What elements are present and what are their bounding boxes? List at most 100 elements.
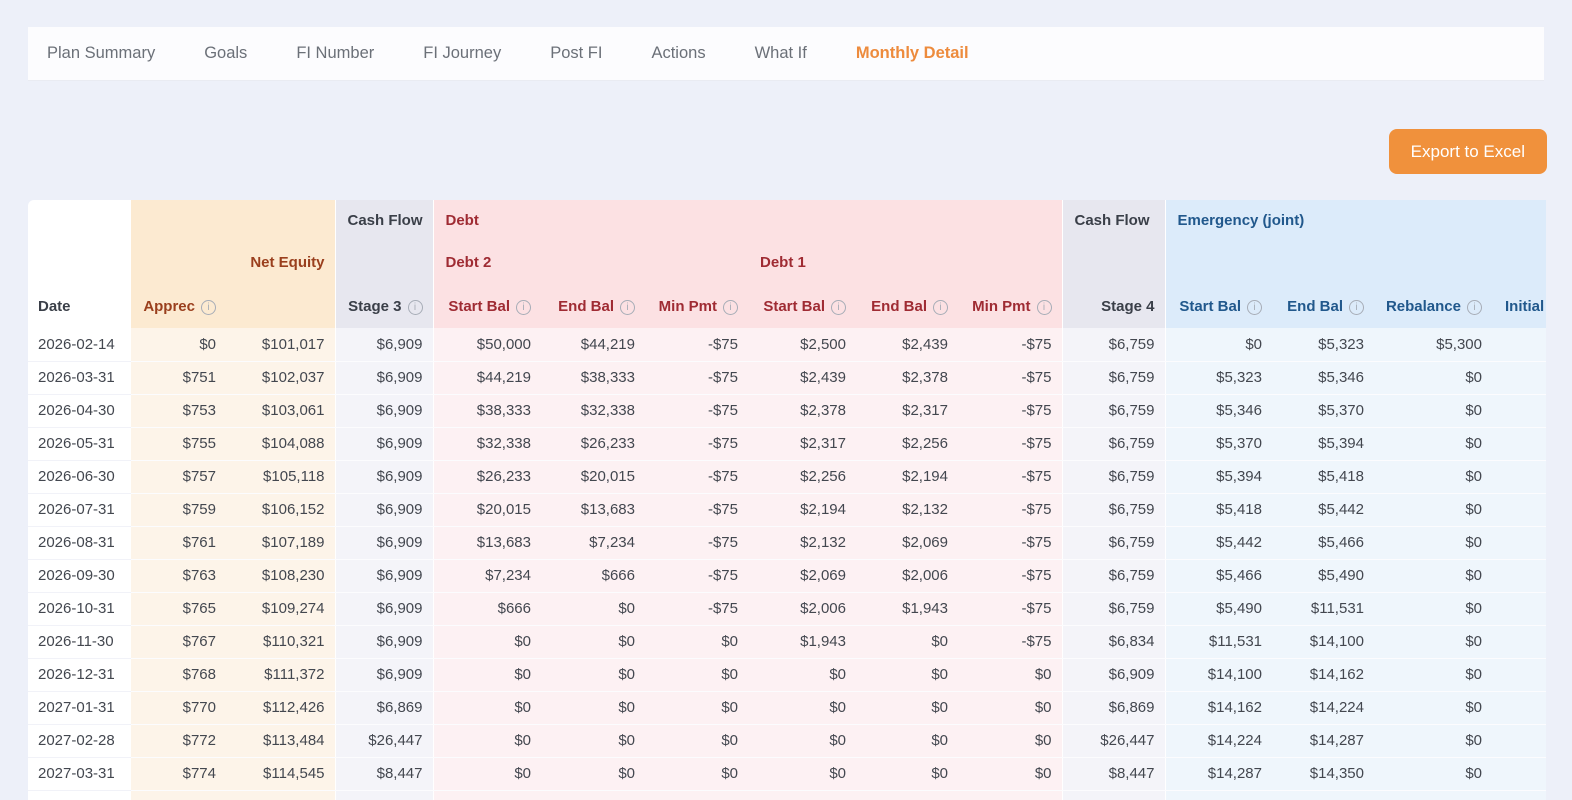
tab-post-fi[interactable]: Post FI	[550, 44, 603, 62]
tab-actions[interactable]: Actions	[651, 44, 706, 62]
header-spacer	[1061, 240, 1165, 284]
cell-stage3: $6,869	[334, 691, 433, 725]
info-icon[interactable]	[1349, 299, 1364, 315]
info-icon[interactable]	[831, 299, 846, 315]
cell-debt1-min-pmt: $0	[958, 658, 1062, 692]
cell-emergency-start-bal: $14,224	[1164, 724, 1272, 758]
cell-debt2-start-bal: $7,234	[432, 559, 541, 593]
cell-apprec: $755	[131, 427, 226, 461]
table-row: 2026-06-30 $757 $105,118 $6,909 $26,233 $20,0…	[28, 460, 1546, 494]
info-icon[interactable]	[933, 299, 948, 315]
cell-initial	[1492, 328, 1546, 362]
cell-emergency-start-bal: $14,100	[1164, 658, 1272, 692]
header-debt2-end-bal: End Bal	[541, 284, 645, 328]
cell-rebalance: $5,300	[1374, 328, 1492, 362]
tab-fi-journey[interactable]: FI Journey	[423, 44, 502, 62]
export-to-excel-button[interactable]: Export to Excel	[1388, 129, 1547, 174]
header-label: End Bal	[1287, 297, 1343, 315]
info-icon[interactable]	[723, 299, 738, 315]
header-spacer	[226, 284, 335, 328]
cell-debt1-min-pmt: $0	[958, 691, 1062, 725]
header-debt2-min-pmt: Min Pmt	[645, 284, 748, 328]
header-group-debt: Debt	[432, 200, 1062, 240]
info-icon[interactable]	[201, 299, 216, 315]
cell-apprec: $757	[131, 460, 226, 494]
cell-initial	[1492, 625, 1546, 659]
info-icon[interactable]	[1467, 299, 1482, 315]
cell-initial	[1492, 493, 1546, 527]
cell-date: 2026-11-30	[28, 625, 131, 659]
cell-debt1-start-bal: $0	[748, 757, 856, 791]
cell-debt2-min-pmt: -$75	[645, 526, 748, 560]
tab-goals[interactable]: Goals	[204, 44, 248, 62]
info-icon[interactable]	[1247, 299, 1262, 315]
cell-emergency-start-bal: $5,394	[1164, 460, 1272, 494]
cell-debt1-start-bal: $1,943	[748, 625, 856, 659]
cell-debt1-start-bal: $0	[748, 658, 856, 692]
header-spacer	[28, 200, 131, 240]
cell-debt1-min-pmt: -$75	[958, 559, 1062, 593]
table-row: 2026-11-30 $767 $110,321 $6,909 $0 $0 $0 $1,943…	[28, 625, 1546, 659]
table-row: 2026-03-31 $751 $102,037 $6,909 $44,219 $38,3…	[28, 361, 1546, 395]
monthly-detail-table[interactable]: Cash Flow Debt Cash Flow Emergency (join…	[28, 200, 1546, 800]
cell-initial	[1492, 460, 1546, 494]
info-icon[interactable]	[1036, 299, 1052, 315]
cell-initial	[1492, 790, 1546, 800]
table-row: 2027-02-28 $772 $113,484 $26,447 $0 $0 $0 $0 $0 $…	[28, 724, 1546, 758]
cell-debt2-end-bal: $0	[541, 790, 645, 800]
cell-debt1-min-pmt: -$75	[958, 427, 1062, 461]
cell-initial	[1492, 394, 1546, 428]
info-icon[interactable]	[620, 299, 635, 315]
tab-fi-number[interactable]: FI Number	[296, 44, 375, 62]
cell-date: 2026-03-31	[28, 361, 131, 395]
cell-emergency-end-bal: $5,466	[1272, 526, 1374, 560]
cell-debt1-start-bal: $0	[748, 724, 856, 758]
header-label: Rebalance	[1385, 297, 1461, 315]
cell-debt2-start-bal: $0	[432, 757, 541, 791]
cell-date: 2026-10-31	[28, 592, 131, 626]
cell-stage3: $6,909	[334, 625, 433, 659]
cell-debt2-start-bal: $26,233	[432, 460, 541, 494]
cell-rebalance: $0	[1374, 757, 1492, 791]
header-sub-debt2: Debt 2	[432, 240, 748, 284]
cell-debt1-min-pmt: -$75	[958, 493, 1062, 527]
cell-debt1-start-bal: $0	[748, 790, 856, 800]
cell-initial	[1492, 526, 1546, 560]
tab-plan-summary[interactable]: Plan Summary	[47, 44, 156, 62]
header-spacer	[334, 240, 433, 284]
cell-initial	[1492, 427, 1546, 461]
cell-debt1-min-pmt: -$75	[958, 592, 1062, 626]
cell-debt1-min-pmt: -$75	[958, 625, 1062, 659]
cell-debt2-start-bal: $0	[432, 790, 541, 800]
cell-initial	[1492, 757, 1546, 791]
cell-debt2-min-pmt: $0	[645, 658, 748, 692]
header-rebalance: Rebalance	[1374, 284, 1492, 328]
cell-apprec: $761	[131, 526, 226, 560]
cell-debt1-end-bal: $0	[856, 757, 958, 791]
cell-stage3: $6,909	[334, 526, 433, 560]
header-label: Start Bal	[448, 297, 510, 315]
cell-debt2-min-pmt: -$75	[645, 460, 748, 494]
cell-debt1-min-pmt: -$75	[958, 526, 1062, 560]
cell-stage4: $6,759	[1061, 328, 1165, 362]
header-emergency-start-bal: Start Bal	[1164, 284, 1272, 328]
tab-monthly-detail[interactable]: Monthly Detail	[855, 44, 969, 62]
cell-stage3: $6,909	[334, 559, 433, 593]
cell-stage4: $6,869	[1061, 691, 1165, 725]
info-icon[interactable]	[407, 299, 423, 315]
header-initial: Initial	[1492, 284, 1546, 328]
cell-debt2-start-bal: $50,000	[432, 328, 541, 362]
cell-debt2-start-bal: $0	[432, 691, 541, 725]
table-row: 2026-10-31 $765 $109,274 $6,909 $666 $0 -$75 $2…	[28, 592, 1546, 626]
cell-debt2-start-bal: $38,333	[432, 394, 541, 428]
tab-what-if[interactable]: What If	[754, 44, 807, 62]
cell-stage4: $8,447	[1061, 757, 1165, 791]
info-icon[interactable]	[516, 299, 531, 315]
cell-debt1-end-bal: $0	[856, 724, 958, 758]
cell-rebalance: $0	[1374, 427, 1492, 461]
cell-debt2-end-bal: $0	[541, 658, 645, 692]
cell-net-equity: $112,426	[226, 691, 335, 725]
header-spacer	[28, 240, 131, 284]
cell-stage3: $6,909	[334, 328, 433, 362]
cell-net-equity: $103,061	[226, 394, 335, 428]
